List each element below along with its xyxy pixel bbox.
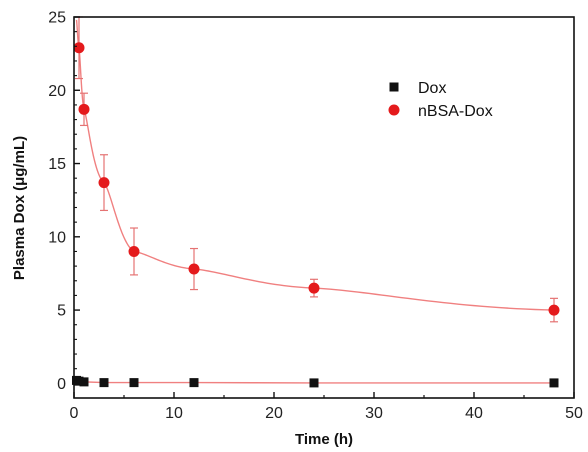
dox-point (79, 377, 89, 387)
x-tick-label: 30 (365, 405, 383, 422)
x-axis-title: Time (h) (295, 431, 353, 448)
x-tick-label: 0 (70, 405, 79, 422)
nbsa-dox-point (188, 263, 200, 275)
y-tick-label: 0 (57, 376, 66, 393)
dox-point (309, 378, 319, 388)
y-tick-label: 15 (48, 156, 66, 173)
x-tick-label: 10 (165, 405, 183, 422)
dox-point (99, 378, 109, 388)
dox-point (549, 378, 559, 388)
legend-label: nBSA-Dox (418, 103, 493, 120)
x-tick-label: 50 (565, 405, 583, 422)
fit-curve-nbsa-dox (75, 19, 555, 311)
nbsa-dox-point (548, 304, 560, 316)
dox-point (189, 378, 199, 388)
legend-marker-nbsa-dox (388, 104, 400, 116)
data-markers (72, 42, 560, 388)
nbsa-dox-point (128, 245, 140, 257)
legend-marker-dox (389, 82, 399, 92)
nbsa-dox-point (308, 282, 320, 294)
dox-point (129, 378, 139, 388)
legend: Dox nBSA-Dox (388, 80, 493, 120)
axis-ticks: 0 10 20 30 40 50 0 5 10 15 20 25 (48, 10, 583, 423)
y-tick-label: 10 (48, 229, 66, 246)
y-tick-label: 25 (48, 10, 66, 27)
legend-label: Dox (418, 80, 446, 97)
y-tick-label: 20 (48, 83, 66, 100)
x-tick-label: 40 (465, 405, 483, 422)
nbsa-dox-point (78, 103, 90, 115)
nbsa-dox-point (98, 177, 110, 189)
dox-point (74, 376, 84, 386)
y-axis-title: Plasma Dox (μg/mL) (11, 136, 28, 280)
nbsa-dox-point (73, 42, 85, 54)
x-tick-label: 20 (265, 405, 283, 422)
y-tick-label: 5 (57, 303, 66, 320)
